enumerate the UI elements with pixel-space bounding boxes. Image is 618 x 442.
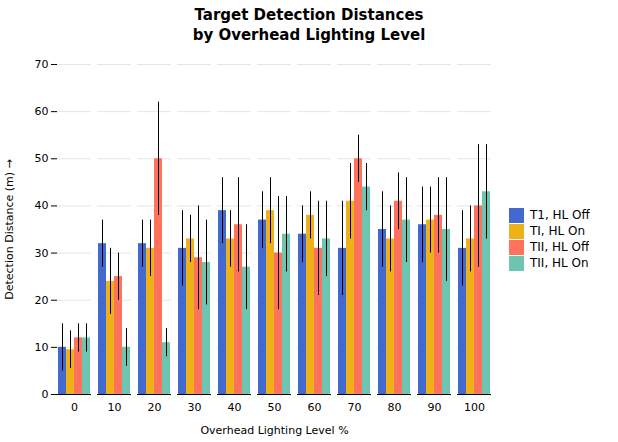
svg-text:40: 40 — [35, 199, 49, 212]
svg-text:Overhead Lighting Level %: Overhead Lighting Level % — [200, 424, 348, 437]
svg-text:70: 70 — [35, 58, 49, 71]
html-text:TI, HL On: TI, HL On — [530, 224, 586, 238]
svg-text:60: 60 — [308, 401, 322, 414]
svg-text:60: 60 — [35, 105, 49, 118]
svg-text:10: 10 — [108, 401, 122, 414]
svg-text:70: 70 — [348, 401, 362, 414]
html-text:TII, HL Off: TII, HL Off — [530, 240, 590, 254]
svg-text:90: 90 — [428, 401, 442, 414]
svg-text:0: 0 — [71, 401, 78, 414]
html-text:TII, HL On: TII, HL On — [530, 256, 589, 270]
svg-text:30: 30 — [35, 247, 49, 260]
html-text:Target Detection Distances by: Target Detection Distances by Overhead L… — [192, 6, 426, 44]
svg-text:20: 20 — [148, 401, 162, 414]
svg-text:40: 40 — [228, 401, 242, 414]
svg-text:50: 50 — [268, 401, 282, 414]
svg-text:100: 100 — [464, 401, 485, 414]
svg-text:0: 0 — [42, 388, 49, 401]
svg-text:30: 30 — [188, 401, 202, 414]
svg-text:10: 10 — [35, 341, 49, 354]
svg-text:Detection Distance (m) →: Detection Distance (m) → — [3, 159, 16, 300]
html-text:T1, HL Off: T1, HL Off — [530, 208, 590, 222]
svg-text:20: 20 — [35, 294, 49, 307]
svg-text:50: 50 — [35, 152, 49, 165]
svg-text:80: 80 — [388, 401, 402, 414]
